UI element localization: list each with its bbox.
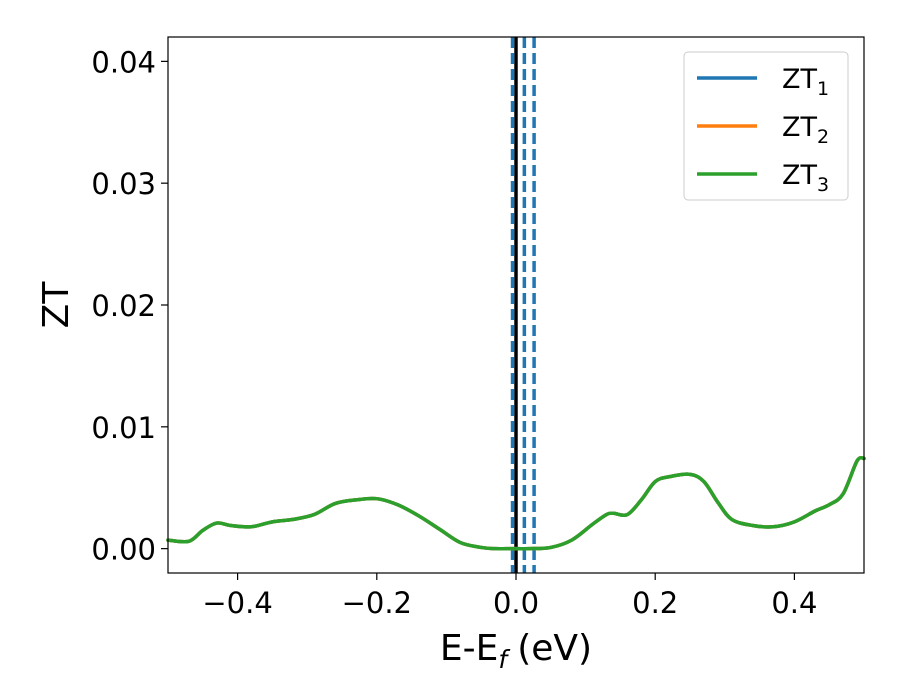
legend-label-main: ZT <box>782 160 817 191</box>
y-tick-label: 0.01 <box>91 411 156 445</box>
y-tick-label: 0.04 <box>91 45 156 79</box>
legend-label-subscript: 2 <box>817 126 829 148</box>
x-axis-label-main: E-E <box>440 628 498 669</box>
legend-label-subscript: 3 <box>817 174 829 196</box>
x-axis-label-subscript: f <box>498 645 510 674</box>
vertical-reference-lines <box>510 37 536 573</box>
legend-label-main: ZT <box>782 64 817 95</box>
x-tick-label: 0.2 <box>632 586 678 620</box>
y-tick-label: 0.00 <box>91 533 156 567</box>
x-axis-label: E-Ef (eV) <box>440 628 592 674</box>
legend-label-subscript: 1 <box>817 78 829 100</box>
series-line-3 <box>166 455 866 551</box>
x-tick-label: −0.2 <box>342 586 412 620</box>
y-tick-label: 0.03 <box>91 167 156 201</box>
legend-label-3: ZT3 <box>782 160 829 196</box>
y-tick-label: 0.02 <box>91 289 156 323</box>
y-axis-ticks: 0.00 0.01 0.02 0.03 0.04 <box>91 45 168 567</box>
x-tick-label: −0.4 <box>202 586 272 620</box>
x-axis-label-unit: (eV) <box>517 628 592 669</box>
legend-label-2: ZT2 <box>782 112 829 148</box>
x-tick-label: 0.4 <box>771 586 817 620</box>
legend-label-main: ZT <box>782 112 817 143</box>
legend-box <box>683 51 849 201</box>
series-lines <box>166 455 866 551</box>
legend-label-1: ZT1 <box>782 64 829 100</box>
x-tick-label: 0.0 <box>493 586 539 620</box>
x-axis-ticks: −0.4 −0.2 0.0 0.2 0.4 <box>202 573 817 620</box>
y-axis-label: ZT <box>36 281 77 329</box>
